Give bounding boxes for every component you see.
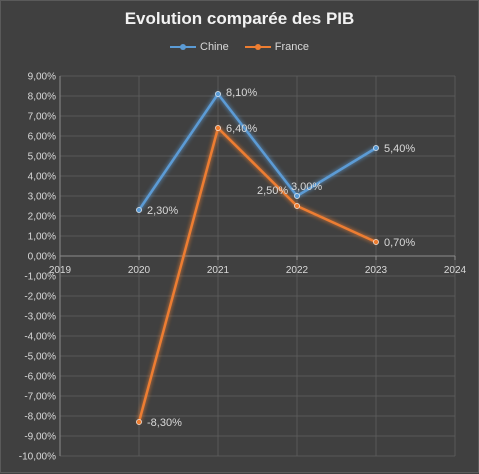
y-tick-label: 0,00%: [28, 252, 56, 263]
data-point-france: [373, 239, 379, 245]
x-tick-label: 2023: [365, 265, 388, 276]
legend-label-france: France: [274, 41, 309, 53]
legend-swatch-chine: [170, 44, 196, 50]
y-tick-label: -4,00%: [24, 332, 56, 343]
data-label-chine: 2,30%: [147, 205, 178, 217]
x-tick-label: 2024: [444, 265, 467, 276]
data-point-france: [294, 203, 300, 209]
data-point-chine: [215, 91, 221, 97]
y-tick-label: 9,00%: [28, 72, 56, 83]
y-tick-label: -10,00%: [19, 452, 56, 463]
series-line-chine: [137, 92, 377, 211]
legend-label-chine: Chine: [200, 41, 229, 53]
data-label-chine: 8,10%: [226, 87, 257, 99]
data-point-chine: [294, 193, 300, 199]
y-tick-label: -1,00%: [24, 272, 56, 283]
y-tick-label: 3,00%: [28, 192, 56, 203]
data-label-chine: 3,00%: [291, 181, 322, 193]
y-tick-label: 7,00%: [28, 112, 56, 123]
y-tick-label: 4,00%: [28, 172, 56, 183]
y-tick-label: -2,00%: [24, 292, 56, 303]
x-tick-label: 2021: [207, 265, 230, 276]
y-tick-label: -5,00%: [24, 352, 56, 363]
data-label-france: 0,70%: [384, 237, 415, 249]
legend-item-chine: Chine: [170, 41, 229, 53]
y-tick-label: 8,00%: [28, 92, 56, 103]
data-point-france: [136, 419, 142, 425]
legend: Chine France: [1, 41, 478, 53]
legend-item-france: France: [244, 41, 309, 53]
series-line-france: [137, 126, 377, 423]
data-label-france: 2,50%: [257, 185, 288, 197]
data-point-france: [215, 125, 221, 131]
chart-title: Evolution comparée des PIB: [124, 9, 355, 28]
x-tick-label: 2020: [128, 265, 151, 276]
x-tick-label: 2022: [286, 265, 309, 276]
y-tick-label: -3,00%: [24, 312, 56, 323]
legend-swatch-france: [244, 44, 271, 50]
data-point-chine: [373, 145, 379, 151]
y-tick-label: 5,00%: [28, 152, 56, 163]
data-label-chine: 5,40%: [384, 143, 415, 155]
y-tick-label: 2,00%: [28, 212, 56, 223]
y-tick-label: 1,00%: [28, 232, 56, 243]
data-label-france: -8,30%: [147, 417, 182, 429]
data-label-france: 6,40%: [226, 123, 257, 135]
y-tick-label: -6,00%: [24, 372, 56, 383]
y-tick-label: 6,00%: [28, 132, 56, 143]
y-tick-label: -7,00%: [24, 392, 56, 403]
y-tick-label: -8,00%: [24, 412, 56, 423]
data-point-chine: [136, 207, 142, 213]
y-tick-label: -9,00%: [24, 432, 56, 443]
